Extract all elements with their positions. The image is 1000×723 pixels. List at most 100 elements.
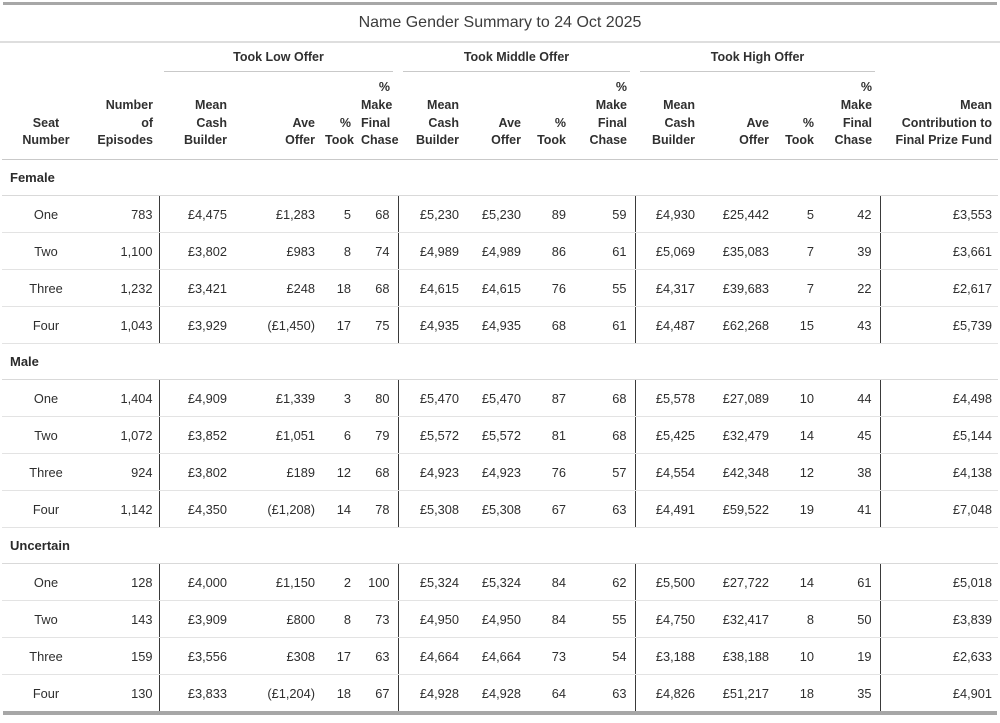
cell-high-mean-cash-builder: £5,500 [635, 563, 704, 601]
column-header-mid-ave-offer: Ave Offer [467, 73, 529, 160]
cell-mid-pct-took: 89 [529, 195, 574, 233]
cell-high-pct-took: 7 [777, 232, 823, 270]
cell-low-pct-make-final-chase: 68 [359, 453, 399, 491]
table-row: Three 159 £3,556 £308 17 63 £4,664 £4,664 73 54 £3… [2, 637, 999, 675]
cell-high-pct-took: 15 [777, 306, 823, 344]
cell-high-pct-took: 10 [777, 379, 823, 417]
cell-mid-ave-offer: £5,230 [467, 195, 529, 233]
cell-high-ave-offer: £27,089 [703, 379, 778, 417]
cell-high-ave-offer: £59,522 [703, 490, 778, 528]
cell-low-pct-make-final-chase: 100 [359, 563, 399, 601]
cell-low-pct-make-final-chase: 63 [359, 637, 399, 675]
cell-low-pct-took: 5 [323, 195, 359, 233]
cell-mid-mean-cash-builder: £5,324 [398, 563, 467, 601]
table-row: Four 130 £3,833 (£1,204) 18 67 £4,928 £4,928 64 6… [2, 674, 998, 711]
cell-high-ave-offer: £51,217 [722, 685, 770, 701]
cell-high-ave-offer: £39,683 [703, 269, 778, 307]
cell-low-mean-cash-builder: £4,909 [159, 379, 235, 417]
column-header-low-mean-cash-builder: Mean Cash Builder [159, 73, 235, 160]
cell-mid-pct-took: 67 [529, 490, 574, 528]
cell-mid-pct-make-final-chase: 63 [574, 674, 636, 711]
cell-high-pct-make-final-chase: 42 [822, 195, 881, 233]
cell-high-ave-offer: £42,348 [703, 453, 778, 491]
cell-mid-mean-cash-builder: £5,572 [398, 416, 467, 454]
summary-table: Took Low Offer Took Middle Offer Took Hi… [2, 43, 999, 711]
cell-low-pct-make-final-chase: 73 [359, 600, 399, 638]
cell-seat-number: Four [32, 685, 60, 701]
cell-low-pct-took: 8 [323, 600, 359, 638]
column-header-high-pct-make-final-chase: % Make Final Chase [822, 73, 881, 160]
column-header-high-mean-cash-builder: Mean Cash Builder [635, 73, 704, 160]
cell-high-mean-cash-builder: £5,069 [635, 232, 704, 270]
column-group-took-middle-offer: Took Middle Offer [398, 43, 635, 73]
cell-high-pct-make-final-chase: 38 [822, 453, 881, 491]
cell-high-mean-cash-builder: £4,491 [635, 490, 704, 528]
cell-number-of-episodes: 783 [90, 195, 160, 233]
cell-mid-ave-offer: £5,324 [467, 563, 529, 601]
section-label: Uncertain [2, 527, 999, 564]
cell-low-pct-took: 18 [336, 685, 351, 701]
cell-low-mean-cash-builder: £3,852 [159, 416, 235, 454]
cell-mean-contribution-to-final-prize-fund: £4,901 [952, 685, 993, 701]
cell-number-of-episodes: 143 [90, 600, 160, 638]
cell-mid-ave-offer: £5,470 [467, 379, 529, 417]
cell-mid-pct-make-final-chase: 63 [574, 490, 636, 528]
cell-seat-number: Three [2, 453, 90, 491]
cell-mid-mean-cash-builder: £4,935 [398, 306, 467, 344]
column-group-took-high-offer-label: Took High Offer [640, 44, 876, 72]
cell-low-pct-make-final-chase: 80 [359, 379, 399, 417]
table-row: Two 1,100 £3,802 £983 8 74 £4,989 £4,989 86 61 £5,… [2, 232, 999, 270]
section-row-female: Female [2, 159, 999, 196]
cell-high-pct-make-final-chase: 43 [822, 306, 881, 344]
column-header-mean-contribution-to-final-prize-fund: Mean Contribution to Final Prize Fund [880, 73, 999, 160]
cell-high-pct-took: 14 [777, 563, 823, 601]
cell-mid-pct-took: 73 [529, 637, 574, 675]
cell-mean-contribution-to-final-prize-fund: £5,018 [880, 563, 999, 601]
cell-low-pct-took: 17 [323, 306, 359, 344]
cell-mean-contribution-to-final-prize-fund: £5,739 [880, 306, 999, 344]
column-header-number-of-episodes: Number of Episodes [90, 73, 159, 160]
cell-mean-contribution-to-final-prize-fund: £5,144 [880, 416, 999, 454]
cell-low-mean-cash-builder: £3,556 [159, 637, 235, 675]
cell-seat-number: Four [2, 306, 90, 344]
cell-mid-mean-cash-builder: £5,230 [398, 195, 467, 233]
cell-high-pct-took: 5 [777, 195, 823, 233]
cell-high-pct-took: 8 [777, 600, 823, 638]
cell-seat-number: One [2, 379, 90, 417]
cell-high-ave-offer: £38,188 [703, 637, 778, 675]
cell-high-pct-make-final-chase: 22 [822, 269, 881, 307]
cell-mean-contribution-to-final-prize-fund: £4,138 [880, 453, 999, 491]
bottom-border-bar [3, 711, 997, 715]
table-row: Three 924 £3,802 £189 12 68 £4,923 £4,923 76 57 £4… [2, 453, 999, 491]
cell-mid-mean-cash-builder: £5,308 [398, 490, 467, 528]
cell-mid-pct-make-final-chase: 59 [574, 195, 636, 233]
cell-high-pct-make-final-chase: 50 [822, 600, 881, 638]
column-header-low-pct-took: % Took [323, 73, 359, 160]
cell-high-ave-offer: £27,722 [703, 563, 778, 601]
cell-high-pct-took: 18 [799, 685, 815, 701]
cell-mean-contribution-to-final-prize-fund: £3,661 [880, 232, 999, 270]
cell-number-of-episodes: 1,100 [90, 232, 160, 270]
cell-low-pct-make-final-chase: 68 [359, 195, 399, 233]
cell-mid-ave-offer: £4,950 [467, 600, 529, 638]
cell-high-pct-took: 10 [777, 637, 823, 675]
column-group-took-low-offer-label: Took Low Offer [164, 44, 393, 72]
cell-mid-pct-took: 76 [529, 453, 574, 491]
cell-low-ave-offer: £800 [235, 600, 323, 638]
section-label: Male [2, 343, 999, 380]
cell-number-of-episodes: 159 [90, 637, 160, 675]
cell-high-mean-cash-builder: £4,930 [635, 195, 704, 233]
table-row: One 128 £4,000 £1,150 2 100 £5,324 £5,324 84 62 £5… [2, 563, 999, 601]
column-header-row: Seat Number Number of Episodes Mean Cash B… [2, 73, 999, 160]
column-header-seat-number: Seat Number [2, 73, 90, 160]
cell-low-pct-took: 8 [323, 232, 359, 270]
cell-seat-number: One [2, 195, 90, 233]
table-row: One 1,404 £4,909 £1,339 3 80 £5,470 £5,470 87 68 £… [2, 379, 999, 417]
cell-seat-number: Three [2, 637, 90, 675]
cell-mean-contribution-to-final-prize-fund: £2,633 [880, 637, 999, 675]
column-header-high-pct-took: % Took [777, 73, 823, 160]
cell-mid-ave-offer: £5,572 [467, 416, 529, 454]
cell-low-pct-took: 3 [323, 379, 359, 417]
cell-high-pct-took: 12 [777, 453, 823, 491]
